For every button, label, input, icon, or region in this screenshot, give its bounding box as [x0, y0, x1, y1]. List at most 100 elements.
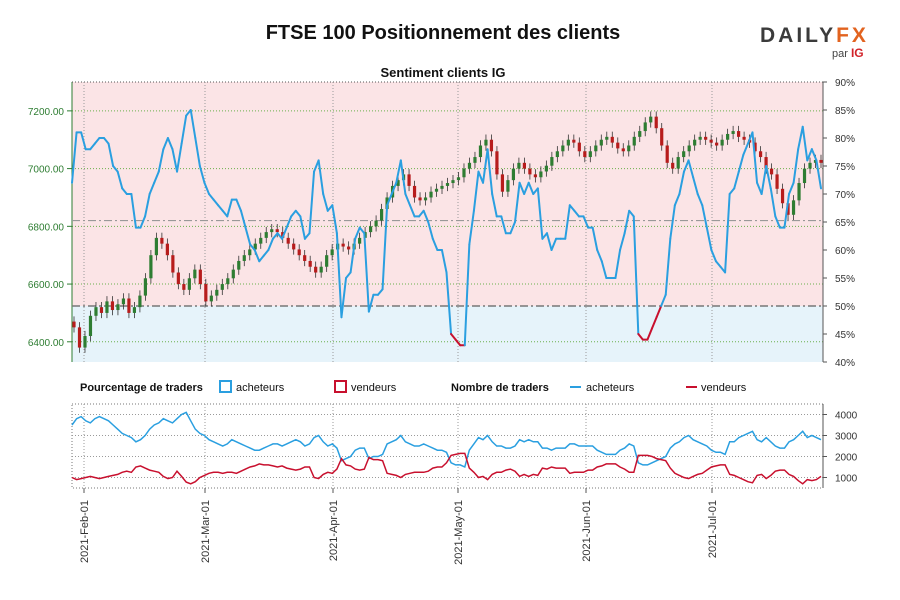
dailyfx-logo[interactable]: DAILYFX par IG — [760, 24, 870, 60]
percent-line-segment — [71, 131, 78, 184]
percent-line-segment — [760, 165, 768, 195]
candle-body — [423, 197, 428, 201]
percent-line-segment — [582, 215, 590, 229]
price-tick-label: 6800.00 — [28, 222, 65, 233]
percent-line-segment — [714, 260, 722, 268]
candle-body — [726, 133, 730, 140]
candle-body — [665, 145, 669, 163]
candle-body — [341, 243, 345, 247]
percent-line-segment — [742, 142, 749, 156]
candle-body — [358, 237, 362, 244]
percent-line-segment — [788, 181, 795, 195]
percent-line-segment — [783, 193, 791, 229]
percent-line-segment — [349, 237, 357, 274]
candle-body — [676, 157, 680, 169]
candle-body — [709, 139, 713, 143]
percent-line-segment — [376, 288, 384, 296]
percent-tick-label: 50% — [835, 302, 855, 313]
percent-line-segment — [573, 209, 580, 218]
percent-line-segment — [701, 204, 708, 229]
candle-body — [132, 307, 137, 313]
percent-line-segment — [710, 249, 717, 263]
percent-line-segment — [600, 260, 608, 279]
candle-body — [259, 237, 263, 244]
percent-line-segment — [102, 137, 110, 145]
percent-line-segment — [655, 305, 663, 319]
candle-body — [105, 301, 109, 313]
percent-line-segment — [276, 232, 284, 240]
candle-body — [88, 315, 93, 337]
percent-tick-label: 70% — [835, 190, 855, 201]
candle-body — [434, 188, 439, 192]
percent-line-segment — [386, 193, 393, 207]
percent-line-segment — [545, 232, 553, 251]
candle-body — [325, 255, 329, 267]
percent-line-segment — [198, 165, 206, 184]
percent-line-segment — [751, 131, 759, 184]
candle-body — [555, 151, 559, 158]
percent-line-segment — [299, 215, 306, 240]
legend-sellers-box — [334, 380, 347, 393]
candle-body — [297, 249, 301, 256]
percent-line-segment — [477, 170, 485, 184]
candle-body — [566, 139, 570, 146]
percent-line-segment — [418, 209, 425, 218]
candle-body — [83, 336, 87, 348]
percent-line-segment — [208, 193, 215, 201]
candle-body — [687, 145, 691, 152]
main-chart-title: Sentiment clients IG — [381, 65, 506, 80]
candle-body — [572, 139, 576, 143]
sub-panel-frame — [71, 403, 824, 489]
candle-body — [198, 269, 202, 285]
percent-line-segment — [144, 193, 151, 218]
percent-line-segment — [404, 193, 411, 207]
candle-body — [193, 269, 197, 279]
candle-body — [802, 168, 807, 184]
candle-body — [72, 321, 76, 328]
percent-line-segment — [107, 142, 115, 167]
percent-line-segment — [121, 187, 128, 195]
percent-line-segment — [80, 131, 87, 151]
percent-tick-label: 90% — [835, 78, 855, 89]
candle-body — [226, 278, 230, 285]
percent-line-segment — [637, 333, 644, 341]
percent-line-segment — [810, 148, 818, 162]
candle-body — [379, 209, 384, 221]
legend-count-buyers-label: acheteurs — [586, 382, 635, 394]
percent-line-segment — [153, 170, 160, 184]
percent-line-segment — [148, 181, 156, 195]
candle-body — [588, 151, 592, 158]
percent-line-segment — [431, 237, 439, 251]
candle-body — [253, 243, 257, 250]
price-tick-label: 7200.00 — [28, 107, 65, 118]
percent-line-segment — [203, 181, 211, 195]
percent-line-segment — [381, 204, 389, 291]
percent-line-segment — [290, 209, 297, 218]
percent-line-segment — [422, 209, 430, 223]
candle-body — [769, 168, 774, 175]
percent-line-segment — [696, 193, 704, 207]
percent-line-segment — [139, 215, 147, 229]
candle-body — [522, 162, 526, 169]
percent-line-segment — [454, 338, 462, 347]
candle-body — [594, 145, 598, 152]
percent-line-segment — [239, 209, 247, 229]
candle-body — [314, 266, 318, 273]
candle-body — [292, 243, 296, 250]
percent-line-segment — [176, 142, 183, 173]
percent-line-segment — [463, 243, 471, 347]
percent-line-segment — [737, 153, 745, 173]
candle-body — [462, 168, 466, 178]
percent-line-segment — [171, 148, 179, 173]
candle-body — [171, 255, 175, 273]
candle-body — [649, 116, 653, 123]
candle-body — [737, 131, 741, 137]
percent-line-segment — [774, 215, 781, 229]
candle-body — [418, 197, 422, 201]
candle-body — [610, 136, 614, 143]
candle-body — [544, 165, 548, 172]
candle-body — [473, 157, 477, 163]
percent-line-segment — [527, 181, 535, 195]
candle-body — [786, 203, 790, 215]
percent-line-segment — [568, 204, 576, 212]
